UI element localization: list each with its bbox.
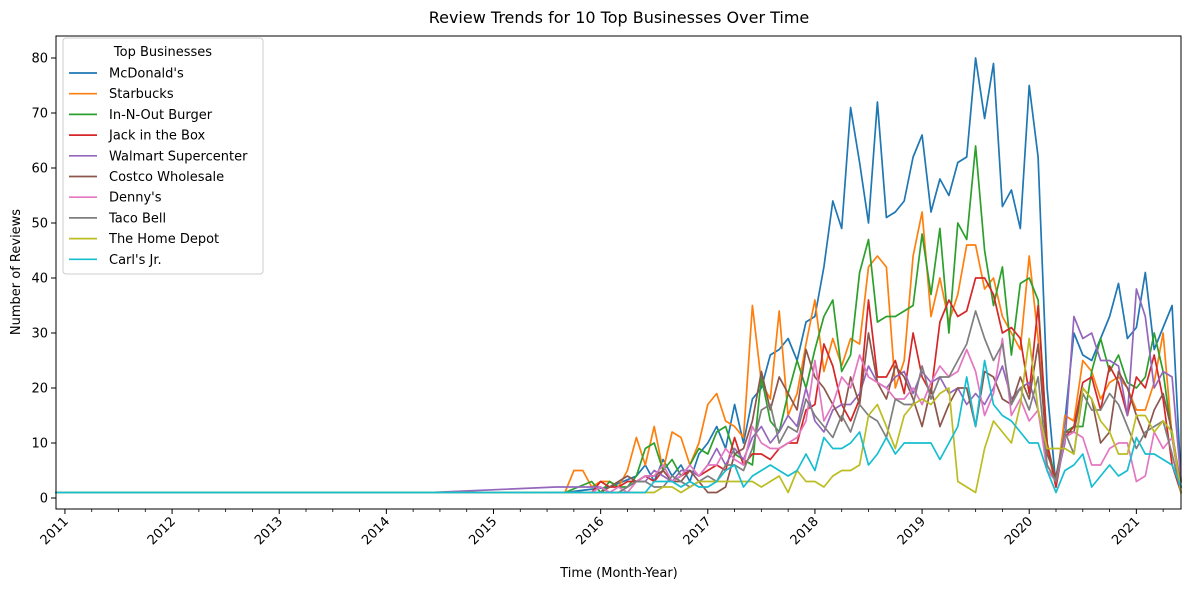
y-tick-label: 60: [31, 162, 48, 177]
series-line-0: [55, 57, 1182, 494]
series-line-2: [55, 145, 1182, 494]
x-tick-label: 2017: [681, 514, 715, 548]
y-tick-label: 20: [31, 382, 48, 397]
series-line-6: [55, 337, 1182, 494]
x-axis-label: Time (Month-Year): [559, 566, 678, 581]
legend-label: McDonald's: [109, 67, 184, 82]
legend-label: The Home Depot: [108, 232, 219, 247]
series-line-8: [55, 337, 1182, 494]
x-axis: 2011 2012 2013 2014 2015 2016 2017 2018 2019 2020…: [38, 509, 1164, 548]
y-tick-label: 0: [40, 492, 48, 507]
series-line-4: [55, 288, 1182, 494]
plot-frame: [55, 35, 1182, 510]
plot-area: [55, 35, 1183, 510]
y-tick-label: 40: [31, 272, 48, 287]
y-axis: 0 10 20 30 40 50 60 70 80: [31, 52, 56, 507]
x-tick-label: 2015: [466, 514, 500, 548]
legend: Top Businesses McDonald's Starbucks In-N-O…: [62, 37, 264, 275]
x-tick-label: 2016: [573, 514, 607, 548]
y-tick-label: 10: [31, 437, 48, 452]
legend-box: [62, 37, 264, 275]
legend-label: Carl's Jr.: [109, 253, 162, 268]
legend-label: Starbucks: [109, 87, 174, 102]
legend-label: Walmart Supercenter: [109, 149, 248, 164]
legend-label: In-N-Out Burger: [109, 108, 213, 123]
y-tick-label: 30: [31, 327, 48, 342]
x-tick-label: 2018: [788, 514, 822, 548]
y-axis-label: Number of Reviews: [9, 209, 24, 335]
legend-title: Top Businesses: [113, 45, 212, 60]
legend-label: Jack in the Box: [108, 129, 206, 144]
series-line-9: [55, 359, 1183, 494]
series-line-1: [55, 211, 1182, 494]
y-tick-label: 80: [31, 52, 48, 67]
y-tick-label: 70: [31, 107, 48, 122]
x-tick-label: 2011: [38, 514, 72, 548]
legend-label: Taco Bell: [108, 211, 166, 226]
chart-title: Review Trends for 10 Top Businesses Over…: [429, 8, 810, 27]
x-tick-label: 2012: [145, 514, 179, 548]
x-tick-label: 2021: [1109, 514, 1143, 548]
series-line-3: [55, 277, 1183, 494]
series-line-7: [55, 310, 1183, 494]
y-tick-label: 50: [31, 217, 48, 232]
x-tick-label: 2013: [252, 514, 286, 548]
legend-label: Costco Wholesale: [109, 170, 224, 185]
legend-label: Denny's: [109, 191, 162, 206]
x-tick-label: 2020: [1002, 514, 1036, 548]
x-tick-label: 2014: [359, 514, 393, 548]
x-tick-label: 2019: [895, 514, 929, 548]
